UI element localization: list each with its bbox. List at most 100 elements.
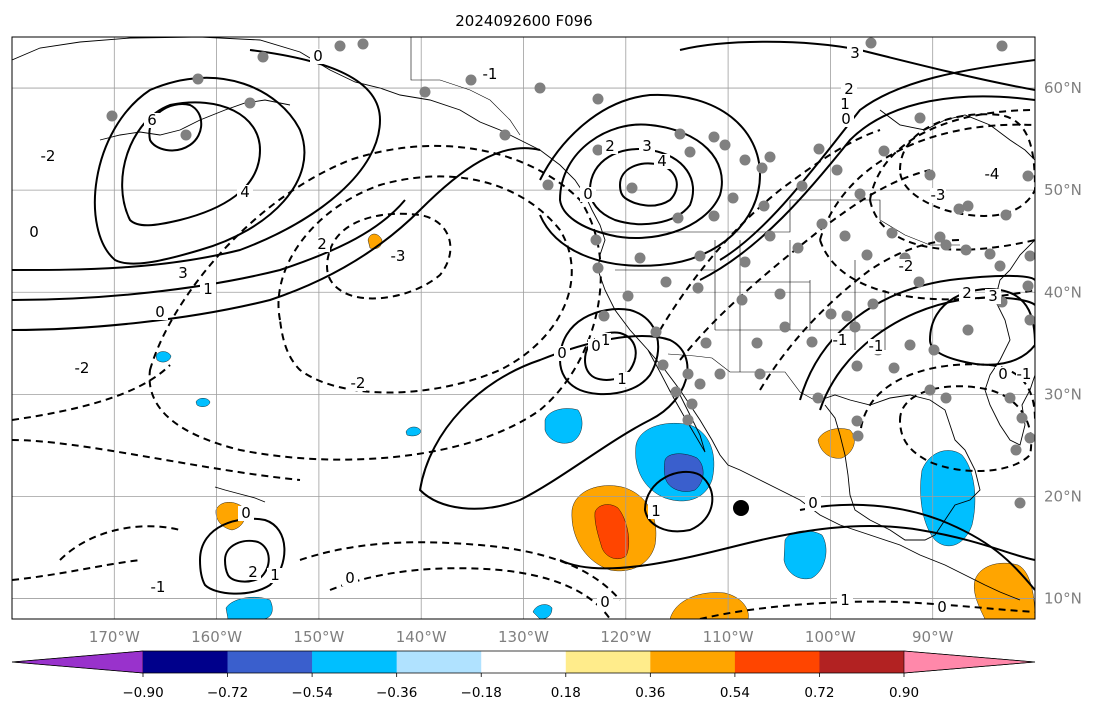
contour-label-bg — [984, 167, 1000, 182]
page-title: 2024092600 F096 — [455, 12, 592, 30]
contour-label-bg — [832, 333, 848, 348]
station-marker — [796, 180, 808, 192]
station-marker — [700, 337, 712, 349]
station-marker — [736, 294, 748, 306]
anomaly-blue-7 — [195, 398, 211, 407]
station-marker — [812, 392, 824, 404]
contour-label: 3 — [850, 44, 860, 62]
contour-label: 6 — [147, 111, 157, 129]
colorbar-tick-label: −0.90 — [122, 685, 163, 701]
contour-label-bg — [841, 82, 857, 97]
station-marker — [758, 200, 770, 212]
contour-label: 1 — [617, 370, 627, 388]
contour-label: 0 — [591, 337, 601, 355]
station-marker — [953, 203, 965, 215]
colorbar-tick-label: −0.36 — [376, 685, 417, 701]
station-marker — [792, 242, 804, 254]
contour-label: 4 — [240, 183, 250, 201]
station-marker — [1024, 432, 1035, 444]
station-marker — [684, 146, 696, 158]
station-marker — [754, 368, 766, 380]
contour-label-bg — [614, 372, 630, 387]
contour-label-bg — [237, 185, 253, 200]
station-marker — [622, 290, 634, 302]
station-marker — [924, 384, 936, 396]
contour-label: 0 — [29, 223, 39, 241]
contour-label: -2 — [899, 257, 914, 275]
station-marker — [816, 218, 828, 230]
station-marker — [774, 288, 786, 300]
station-marker — [867, 298, 879, 310]
colorbar-tick-label: −0.54 — [291, 685, 332, 701]
contour-label: 1 — [203, 280, 213, 298]
contour-pos-bc-3 — [618, 162, 678, 207]
station-marker — [913, 276, 925, 288]
colorbar-extend-high — [903, 650, 1036, 674]
colorbar-bin — [227, 651, 313, 673]
station-marker — [841, 310, 853, 322]
contour-label: 3 — [642, 137, 652, 155]
anomaly-orange-gulf — [817, 428, 855, 459]
border-alaska-canada — [410, 37, 521, 136]
station-marker — [419, 86, 431, 98]
station-marker — [694, 250, 706, 262]
station-marker — [888, 362, 900, 374]
contour-label: 1 — [651, 502, 661, 520]
station-marker — [499, 129, 511, 141]
coastline-florida — [984, 374, 1035, 446]
anomaly-blue-2 — [544, 408, 583, 444]
lon-tick-label: 100°W — [805, 628, 856, 646]
contour-label: 0 — [241, 504, 251, 522]
colorbar-tick-label: 0.90 — [889, 685, 919, 701]
lat-tick-label: 40°N — [1044, 283, 1082, 301]
contour-label-bg — [350, 376, 366, 391]
contour-label-bg — [648, 504, 664, 519]
contour-label-bg — [554, 346, 570, 361]
station-marker — [670, 386, 682, 398]
contour-label-bg — [26, 225, 42, 240]
station-marker — [660, 276, 672, 288]
contour-label-bg — [314, 237, 330, 252]
contour-label-bg — [588, 339, 604, 354]
contour-label: -3 — [391, 247, 406, 265]
contour-label: -1 — [483, 65, 498, 83]
contour-label-bg — [995, 367, 1011, 382]
station-marker — [465, 74, 477, 86]
station-marker — [1024, 250, 1035, 262]
station-marker — [851, 360, 863, 372]
colorbar-tick-label: −0.18 — [461, 685, 502, 701]
station-marker — [751, 337, 763, 349]
station-marker — [764, 230, 776, 242]
lat-tick-label: 50°N — [1044, 181, 1082, 199]
country-borders — [410, 37, 960, 403]
station-marker — [650, 326, 662, 338]
contour-label: -1 — [1017, 365, 1032, 383]
contour-label: 0 — [808, 494, 818, 512]
contour-pos-ne-3 — [699, 95, 1035, 281]
contour-neg-2 — [277, 175, 573, 394]
contour-label: 0 — [557, 344, 567, 362]
contour-label: 2 — [962, 284, 972, 302]
contour-label: 0 — [998, 365, 1008, 383]
contour-label: -2 — [41, 147, 56, 165]
station-marker — [924, 169, 936, 181]
contour-pos-mex-1 — [643, 470, 714, 533]
contour-neg-sw-2 — [299, 541, 621, 601]
colorbar-bin — [565, 651, 651, 673]
station-marker — [106, 110, 118, 122]
colorbar-bin — [650, 651, 736, 673]
station-marker — [1024, 314, 1035, 326]
colorbar-bin — [396, 651, 482, 673]
colorbar-bin — [481, 651, 567, 673]
contour-label-bg — [654, 154, 670, 169]
station-marker — [839, 230, 851, 242]
station-marker — [192, 73, 204, 85]
lon-tick-label: 120°W — [600, 628, 651, 646]
contour-label-bg — [40, 149, 56, 164]
contour-zero-1 — [12, 147, 541, 331]
map-panel: 6431002-3-2-2-1023402103-4-3-2-102310-11… — [11, 36, 1036, 620]
colorbar-tick-label: 0.54 — [720, 685, 750, 701]
contour-pos-se-3 — [819, 296, 1035, 411]
contour-label-bg — [74, 361, 90, 376]
station-markers — [106, 37, 1035, 509]
